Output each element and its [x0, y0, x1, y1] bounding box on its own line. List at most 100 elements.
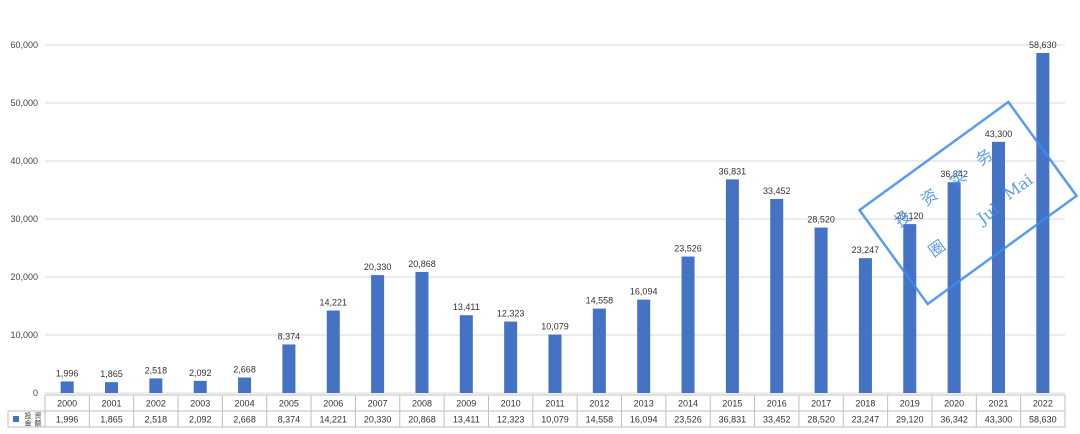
data-label-2017: 28,520 — [807, 215, 835, 225]
table-value-cell: 33,452 — [763, 415, 791, 425]
legend-label-char: 额 — [35, 419, 42, 428]
x-tick-label: 2008 — [412, 399, 432, 409]
table-value-cell: 28,520 — [807, 415, 835, 425]
data-table: 2000 1,996 2001 1,865 2002 2,518 2003 2,092 2004… — [7, 394, 1066, 428]
legend-label-char: 金 — [25, 419, 32, 428]
table-value-cell: 23,247 — [852, 415, 880, 425]
bar-2012 — [592, 308, 606, 393]
bar-2005 — [282, 344, 296, 393]
x-tick-label: 2009 — [456, 399, 476, 409]
bar-2000 — [60, 381, 74, 393]
bar-2016 — [770, 198, 784, 393]
data-label-2010: 12,323 — [497, 309, 525, 319]
legend-label-char: 资 — [35, 411, 42, 420]
data-label-2016: 33,452 — [763, 186, 791, 196]
legend-label: 投资金额 — [25, 411, 42, 428]
bar-2008 — [415, 271, 429, 393]
bar-2015 — [725, 179, 739, 393]
legend-swatch — [13, 416, 19, 422]
table-value-cell: 10,079 — [541, 415, 569, 425]
x-tick-label: 2015 — [722, 399, 742, 409]
data-label-2022: 58,630 — [1029, 40, 1057, 50]
data-label-2013: 16,094 — [630, 287, 658, 297]
bar-2004 — [238, 377, 252, 393]
x-tick-label: 2013 — [634, 399, 654, 409]
data-label-2008: 20,868 — [408, 259, 436, 269]
x-tick-label: 2021 — [988, 399, 1008, 409]
table-value-cell: 20,330 — [364, 415, 392, 425]
x-tick-label: 2002 — [146, 399, 166, 409]
bar-2006 — [326, 310, 340, 393]
data-label-2000: 1,996 — [56, 368, 79, 378]
table-value-cell: 2,668 — [233, 415, 256, 425]
stamp-glyph: Mai — [1000, 170, 1036, 204]
x-tick-label: 2019 — [900, 399, 920, 409]
table-value-cell: 2,092 — [189, 415, 212, 425]
gridlines — [45, 44, 1065, 394]
data-labels: 1,996 1,865 2,518 2,092 2,668 8,374 14,221 20,3… — [56, 40, 1057, 379]
legend-label-char: 投 — [25, 411, 32, 420]
data-label-2002: 2,518 — [145, 365, 168, 375]
bar-2001 — [105, 382, 119, 393]
bar-2013 — [637, 299, 651, 393]
x-tick-label: 2014 — [678, 399, 698, 409]
table-value-cell: 36,831 — [719, 415, 747, 425]
table-value-cell: 29,120 — [896, 415, 924, 425]
bar-2017 — [814, 227, 828, 393]
x-tick-label: 2017 — [811, 399, 831, 409]
data-label-2004: 2,668 — [233, 365, 256, 375]
data-label-2001: 1,865 — [100, 369, 123, 379]
data-label-2003: 2,092 — [189, 368, 212, 378]
table-value-cell: 43,300 — [985, 415, 1013, 425]
data-label-2012: 14,558 — [586, 296, 614, 306]
stamp-border — [857, 100, 1079, 306]
stamp-glyph: 资 — [917, 185, 941, 210]
y-tick-label: 20,000 — [10, 272, 38, 282]
bar-2011 — [548, 334, 562, 393]
data-label-2009: 13,411 — [453, 302, 480, 312]
data-label-2018: 23,247 — [852, 245, 880, 255]
stamp-glyph: 圈 — [925, 236, 949, 261]
x-tick-label: 2012 — [589, 399, 609, 409]
y-tick-label: 50,000 — [10, 98, 38, 108]
x-tick-label: 2005 — [279, 399, 299, 409]
data-label-2007: 20,330 — [364, 262, 392, 272]
bar-2002 — [149, 378, 163, 393]
data-label-2011: 10,079 — [541, 322, 569, 332]
data-label-2005: 8,374 — [278, 331, 301, 341]
x-tick-label: 2016 — [767, 399, 787, 409]
x-tick-label: 2001 — [102, 399, 122, 409]
table-value-cell: 14,221 — [319, 415, 347, 425]
bars — [60, 52, 1050, 394]
bar-2019 — [903, 224, 917, 393]
x-tick-label: 2000 — [57, 399, 77, 409]
table-value-cell: 13,411 — [453, 415, 480, 425]
x-tick-label: 2003 — [190, 399, 210, 409]
table-value-cell: 36,342 — [940, 415, 968, 425]
bar-2014 — [681, 256, 695, 393]
x-tick-label: 2022 — [1033, 399, 1053, 409]
y-axis-ticks: 0 10,000 20,000 30,000 40,000 50,000 60,000 — [10, 40, 38, 398]
table-value-cell: 20,868 — [408, 415, 436, 425]
bar-2021 — [991, 141, 1005, 393]
y-tick-label: 0 — [33, 388, 38, 398]
y-tick-label: 40,000 — [10, 156, 38, 166]
x-tick-label: 2006 — [323, 399, 343, 409]
data-label-2021: 43,300 — [985, 129, 1013, 139]
table-value-cell: 23,526 — [674, 415, 702, 425]
y-tick-label: 10,000 — [10, 330, 38, 340]
bar-2022 — [1036, 52, 1050, 394]
table-value-cell: 1,865 — [100, 415, 123, 425]
bar-2020 — [947, 182, 961, 393]
x-tick-label: 2020 — [944, 399, 964, 409]
table-value-cell: 14,558 — [586, 415, 614, 425]
bar-2018 — [858, 258, 872, 393]
x-tick-label: 2004 — [235, 399, 255, 409]
x-tick-label: 2018 — [855, 399, 875, 409]
x-tick-label: 2007 — [368, 399, 388, 409]
bar-2009 — [459, 315, 473, 393]
table-value-cell: 16,094 — [630, 415, 658, 425]
data-label-2019: 29,120 — [896, 211, 924, 221]
